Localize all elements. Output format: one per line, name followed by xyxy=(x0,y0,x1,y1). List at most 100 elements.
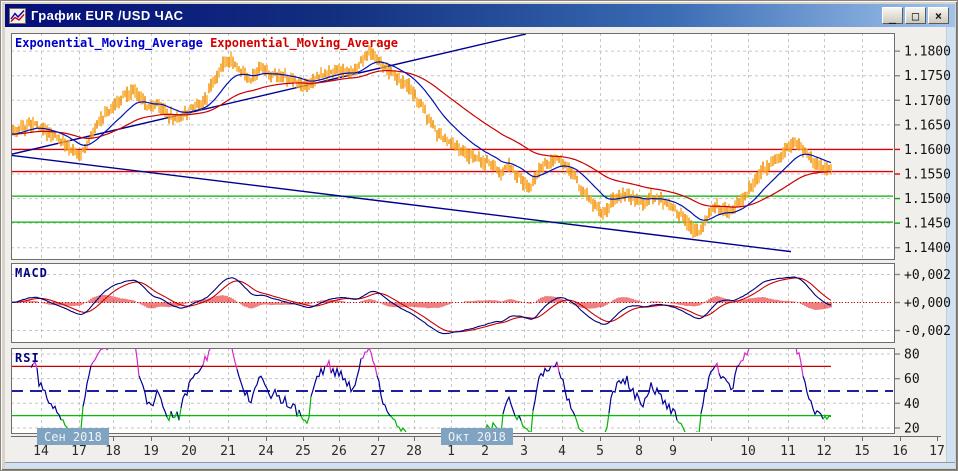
time-axis-label: 4 xyxy=(558,444,566,459)
macd-plot-area xyxy=(12,264,893,341)
rsi-line xyxy=(518,415,522,421)
ema-legend-label: Exponential_Moving_Average xyxy=(15,36,203,50)
rsi-line xyxy=(700,365,716,414)
time-axis-label: 16 xyxy=(892,444,908,459)
rsi-line xyxy=(330,358,362,394)
time-axis-label: 25 xyxy=(295,444,311,459)
maximize-button[interactable]: □ xyxy=(905,7,926,24)
rsi-line xyxy=(718,364,740,391)
y-axis-label: +0,000 xyxy=(904,296,951,311)
rsi-line xyxy=(202,349,238,370)
rsi-line xyxy=(558,371,576,417)
time-axis-label: 5 xyxy=(596,444,604,459)
rsi-line xyxy=(236,369,298,417)
time-axis-label: 8 xyxy=(635,444,643,459)
trend-line[interactable] xyxy=(11,34,527,155)
rsi-line xyxy=(552,361,558,368)
y-axis-label: 1.1600 xyxy=(904,143,951,158)
rsi-line xyxy=(822,415,832,421)
trend-line[interactable] xyxy=(11,154,792,253)
rsi-line xyxy=(802,376,824,420)
y-axis-label: 80 xyxy=(904,348,920,363)
rsi-line xyxy=(298,409,302,417)
rsi-plot-area xyxy=(12,349,893,432)
time-axis-label: 10 xyxy=(740,444,756,459)
rsi-line xyxy=(166,411,172,423)
month-badge-oct: Окт 2018 xyxy=(441,428,513,445)
rsi-line xyxy=(556,361,560,372)
rsi-line xyxy=(178,407,182,421)
rsi-line xyxy=(36,367,62,420)
time-axis-label: 20 xyxy=(181,444,197,459)
rsi-line xyxy=(296,409,300,417)
rsi-line xyxy=(574,412,610,432)
rsi-line xyxy=(532,365,552,411)
y-axis-label: 1.1700 xyxy=(904,94,951,109)
rsi-line xyxy=(520,410,534,432)
time-axis-label: 11 xyxy=(780,444,796,459)
ema-legend: Exponential_Moving_Average Exponential_M… xyxy=(15,36,398,50)
minimize-button[interactable]: _ xyxy=(882,7,903,24)
rsi-label: RSI xyxy=(15,351,40,365)
ema-slow-line xyxy=(12,70,832,208)
time-axis-label: 18 xyxy=(105,444,121,459)
ema-legend-label: Exponential_Moving_Average xyxy=(210,36,398,50)
rsi-line xyxy=(514,415,520,421)
time-axis-label: 19 xyxy=(143,444,159,459)
y-axis-label: 1.1750 xyxy=(904,69,951,84)
price-bars xyxy=(16,46,828,238)
y-axis-label: 1.1650 xyxy=(904,118,951,133)
time-axis-label: 24 xyxy=(258,444,274,459)
time-axis-label: 21 xyxy=(220,444,236,459)
time-axis-label: 26 xyxy=(331,444,347,459)
time-axis-label: 3 xyxy=(520,444,528,459)
y-axis-label: -0,002 xyxy=(904,324,951,339)
y-axis-label: 1.1450 xyxy=(904,217,951,232)
macd-label: MACD xyxy=(15,266,48,280)
time-axis-label: 12 xyxy=(816,444,832,459)
y-axis-label: 1.1400 xyxy=(904,241,951,256)
right-margin xyxy=(946,27,955,463)
rsi-line xyxy=(502,395,516,416)
rsi-line xyxy=(310,366,326,397)
time-axis-label: 9 xyxy=(669,444,677,459)
y-axis-label: 1.1500 xyxy=(904,192,951,207)
month-badge-sep: Сен 2018 xyxy=(37,428,109,445)
macd-signal-line xyxy=(12,277,832,333)
bottom-margin xyxy=(5,462,955,468)
rsi-line xyxy=(324,358,332,374)
rsi-line xyxy=(82,365,92,407)
rsi-line xyxy=(608,375,678,421)
time-axis-label: 1 xyxy=(447,444,455,459)
window-title: График EUR /USD ЧАС xyxy=(31,8,184,23)
y-axis-label: 40 xyxy=(904,397,920,412)
macd-line xyxy=(12,276,832,335)
rsi-line xyxy=(714,361,720,374)
y-axis-label: +0,002 xyxy=(904,268,951,283)
y-axis-label: 1.1550 xyxy=(904,168,951,183)
rsi-line xyxy=(550,365,554,368)
rsi-line xyxy=(676,413,702,432)
time-axis-label: 17 xyxy=(929,444,945,459)
ema-fast-line xyxy=(12,61,832,221)
rsi-line xyxy=(60,406,84,432)
time-axis-label: 14 xyxy=(33,444,49,459)
main-plot-area xyxy=(11,34,893,258)
y-axis-label: 20 xyxy=(904,421,920,436)
time-axis-label: 17 xyxy=(71,444,87,459)
time-axis-label: 2 xyxy=(481,444,489,459)
time-axis-label: 15 xyxy=(854,444,870,459)
rsi-line xyxy=(172,411,178,419)
rsi-line xyxy=(32,361,38,369)
title-bar[interactable]: График EUR /USD ЧАС _ □ × xyxy=(5,4,955,27)
y-axis-label: 1.1800 xyxy=(904,45,951,60)
rsi-line xyxy=(376,375,392,417)
time-axis-label: 28 xyxy=(406,444,422,459)
close-button[interactable]: × xyxy=(928,7,949,24)
time-axis-label: 27 xyxy=(370,444,386,459)
y-axis-label: 60 xyxy=(904,372,920,387)
rsi-line xyxy=(300,396,312,425)
chart-icon xyxy=(9,7,26,24)
